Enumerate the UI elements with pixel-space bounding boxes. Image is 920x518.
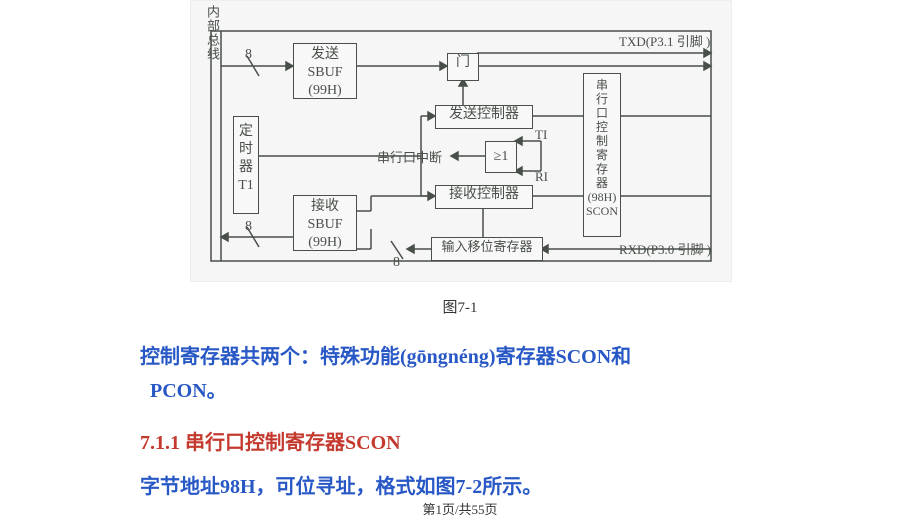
paragraph-1a: 控制寄存器共两个：特殊功能(gōngnéng)寄存器SCON和 — [140, 346, 631, 368]
ri-label: RI — [535, 169, 548, 185]
txd-label: TXD(P3.1 引脚 ) — [619, 31, 710, 50]
ti-label: TI — [535, 127, 547, 143]
rxd-label: RXD(P3.0 引脚 ) — [619, 239, 711, 258]
bus-label: 内部总线 — [203, 5, 222, 61]
scon-block: 串 行 口 控 制 寄 存 器 (98H) SCON — [583, 73, 621, 237]
gate-block: 门 — [447, 53, 479, 81]
timer-t1-block: 定 时 器 T1 — [233, 116, 259, 214]
section-heading: 7.1.1 串行口控制寄存器SCON — [140, 426, 780, 460]
tx-controller-block: 发送控制器 — [435, 105, 533, 129]
page-number: 第1页/共55页 — [0, 499, 920, 518]
paragraph-1b: PCON。 — [140, 380, 227, 402]
serial-irq-label: 串行口中断 — [377, 147, 442, 166]
timer-t1-text: 定 时 器 T1 — [238, 124, 254, 193]
or-gate-block: ≥1 — [485, 141, 517, 173]
figure-caption: 图7-1 — [0, 296, 920, 317]
shift-register-block: 输入移位寄存器 — [431, 237, 543, 261]
paragraph-1: 控制寄存器共两个：特殊功能(gōngnéng)寄存器SCON和 PCON。 — [140, 340, 780, 408]
recv-sbuf-block: 接收 SBUF (99H) — [293, 195, 357, 251]
eight-bottom-label: 8 — [245, 219, 252, 235]
page: 内部总线 定 时 器 T1 8 8 8 发送 SBUF (99H) 接收 SBU… — [0, 0, 920, 518]
eight-top-label: 8 — [245, 47, 252, 63]
block-diagram: 内部总线 定 时 器 T1 8 8 8 发送 SBUF (99H) 接收 SBU… — [190, 0, 732, 282]
rx-controller-block: 接收控制器 — [435, 185, 533, 209]
eight-shift-label: 8 — [393, 255, 400, 271]
send-sbuf-block: 发送 SBUF (99H) — [293, 43, 357, 99]
